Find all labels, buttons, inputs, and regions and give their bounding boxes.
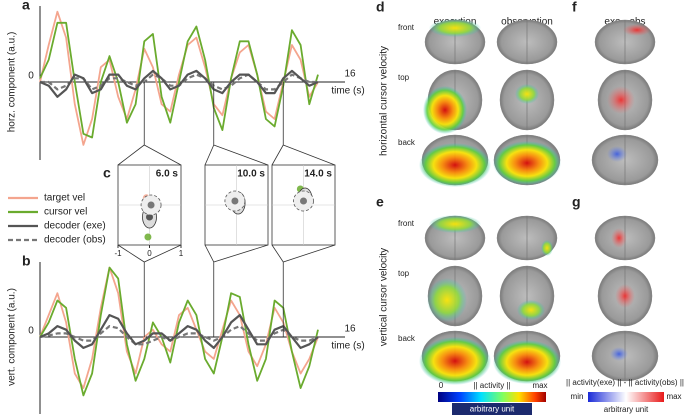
view-label: back [398, 138, 416, 147]
activity-blob [611, 228, 627, 248]
series-line [39, 69, 319, 98]
point [231, 197, 239, 205]
legend-label: cursor vel [44, 207, 87, 218]
row-title: horizontal cursor velocity [379, 46, 390, 156]
view-label: front [398, 219, 415, 228]
activity-blob [610, 347, 628, 361]
view-label: back [398, 334, 416, 343]
activity-blob [623, 24, 651, 36]
colorbar-min: min [571, 392, 584, 401]
row-title: vertical cursor velocity [379, 248, 390, 346]
activity-blob [429, 215, 481, 233]
series-line [39, 325, 319, 346]
activity-blob [423, 86, 467, 134]
connector [117, 244, 182, 337]
x-tick-label: 0 [147, 249, 152, 258]
panel-label: g [572, 194, 581, 210]
connector [204, 82, 269, 166]
activity-blob [493, 340, 561, 384]
activity-blob [607, 146, 627, 162]
view-label: top [398, 269, 410, 278]
activity-blob [419, 337, 491, 385]
colorbar-max: max [666, 392, 681, 401]
colorbar-label: || activity || [473, 381, 510, 390]
colorbar-label: || activity(exe) || - || activity(obs) |… [566, 378, 684, 387]
legend-label: decoder (obs) [44, 235, 106, 246]
panel-label: a [22, 0, 30, 13]
connector [271, 82, 336, 166]
activity-blob [515, 84, 539, 104]
series-line [39, 10, 319, 146]
x-axis-label: time (s) [331, 341, 364, 352]
x-tick-label: 16 [344, 324, 356, 335]
unit-box [452, 403, 532, 415]
x-tick-label: 1 [179, 249, 184, 258]
x-axis-label: time (s) [331, 86, 364, 97]
legend-label: target vel [44, 193, 85, 204]
view-label: front [398, 23, 415, 32]
activity-blob [493, 141, 561, 185]
snapshot-time: 6.0 s [156, 169, 179, 180]
x-tick-label: -1 [114, 249, 122, 258]
point [300, 197, 307, 205]
panel-label: c [103, 165, 111, 181]
point [147, 201, 155, 209]
activity-blob [607, 86, 635, 114]
colorbar-min: 0 [439, 381, 444, 390]
colorbar-unit: arbitrary unit [604, 405, 649, 414]
x-tick-label: 0 [28, 71, 34, 82]
activity-blob [429, 19, 481, 37]
panel-label: d [376, 0, 385, 15]
x-tick-label: 16 [344, 69, 356, 80]
series-line [39, 266, 319, 397]
snapshot-time: 10.0 s [237, 169, 265, 180]
activity-blob [419, 143, 491, 187]
activity-blob [517, 300, 545, 320]
y-axis-label: horz. component (a.u.) [7, 32, 18, 133]
point [144, 233, 152, 241]
colorbar [438, 392, 546, 402]
legend-label: decoder (exe) [44, 221, 106, 232]
activity-blob [427, 278, 467, 322]
activity-blob [541, 240, 553, 256]
y-axis-label: vert. component (a.u.) [7, 288, 18, 386]
colorbar-unit: arbitrary unit [470, 405, 515, 414]
x-tick-label: 0 [28, 326, 34, 337]
panel-label: f [572, 0, 577, 15]
panel-label: e [376, 194, 384, 210]
activity-blob [615, 284, 635, 308]
connector [117, 82, 182, 166]
series-line [39, 21, 319, 139]
panel-label: b [22, 253, 31, 269]
view-label: top [398, 73, 410, 82]
connector [204, 244, 269, 337]
colorbar-max: max [532, 381, 547, 390]
colorbar [588, 392, 664, 402]
snapshot-time: 14.0 s [304, 169, 332, 180]
series-line [39, 314, 319, 349]
connector [271, 244, 336, 337]
